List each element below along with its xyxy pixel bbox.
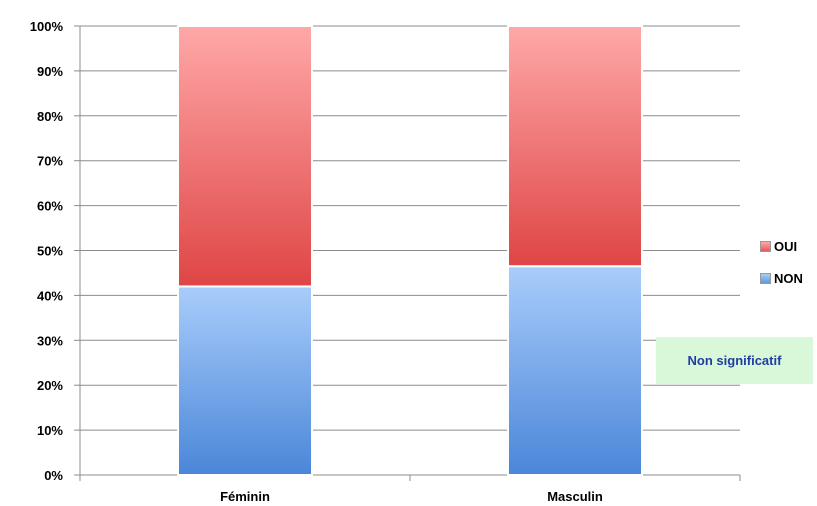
y-tick-label: 50% bbox=[37, 244, 63, 259]
y-tick-label: 30% bbox=[37, 333, 63, 348]
y-tick-label: 80% bbox=[37, 109, 63, 124]
y-tick-label: 40% bbox=[37, 288, 63, 303]
bar-non-2 bbox=[507, 265, 643, 476]
y-tick-label: 0% bbox=[44, 468, 63, 483]
y-tick-label: 20% bbox=[37, 378, 63, 393]
legend-label-non: NON bbox=[774, 270, 803, 286]
y-tick-labels: 0% 10% 20% 30% 40% 50% 60% 70% 80% 90% 100% bbox=[30, 19, 64, 483]
y-tick-label: 10% bbox=[37, 423, 63, 438]
legend-swatch-non bbox=[760, 272, 771, 284]
bar-non-1 bbox=[177, 285, 313, 477]
bar-oui-1 bbox=[177, 25, 313, 288]
y-tick-label: 60% bbox=[37, 199, 63, 214]
legend-item-oui: OUI bbox=[760, 236, 803, 256]
x-category-label: Masculin bbox=[547, 489, 603, 504]
legend: OUI NON bbox=[760, 236, 803, 300]
legend-swatch-oui bbox=[760, 240, 771, 252]
y-tick-label: 70% bbox=[37, 154, 63, 169]
annotation-box: Non significatif bbox=[656, 337, 813, 384]
legend-label-oui: OUI bbox=[774, 238, 798, 254]
x-category-label: Féminin bbox=[220, 489, 270, 504]
bars bbox=[177, 25, 643, 477]
y-tick-label: 90% bbox=[37, 64, 63, 79]
annotation-text: Non significatif bbox=[687, 353, 782, 368]
legend-item-non: NON bbox=[760, 268, 803, 288]
bar-oui-2 bbox=[507, 25, 643, 268]
x-category-labels: Féminin Masculin bbox=[220, 489, 603, 504]
y-tick-label: 100% bbox=[30, 19, 64, 34]
